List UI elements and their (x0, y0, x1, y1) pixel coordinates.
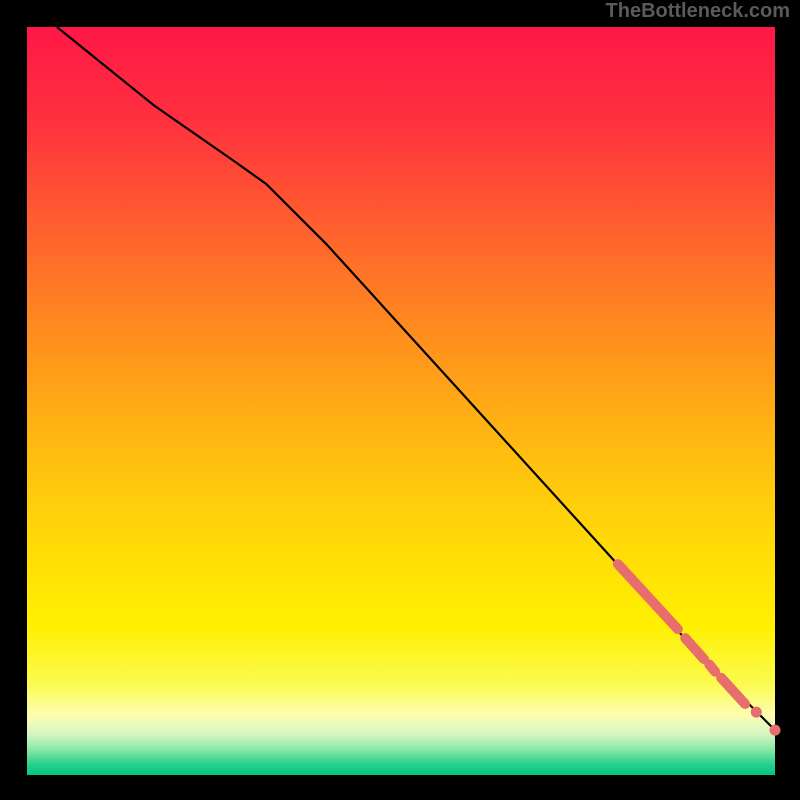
gradient-plot (0, 0, 800, 800)
watermark-text: TheBottleneck.com (606, 0, 790, 23)
highlight-segment (709, 664, 715, 671)
gradient-field (27, 27, 775, 775)
highlight-dot (770, 725, 781, 736)
highlight-dot (751, 707, 762, 718)
chart-stage: TheBottleneck.com (0, 0, 800, 800)
